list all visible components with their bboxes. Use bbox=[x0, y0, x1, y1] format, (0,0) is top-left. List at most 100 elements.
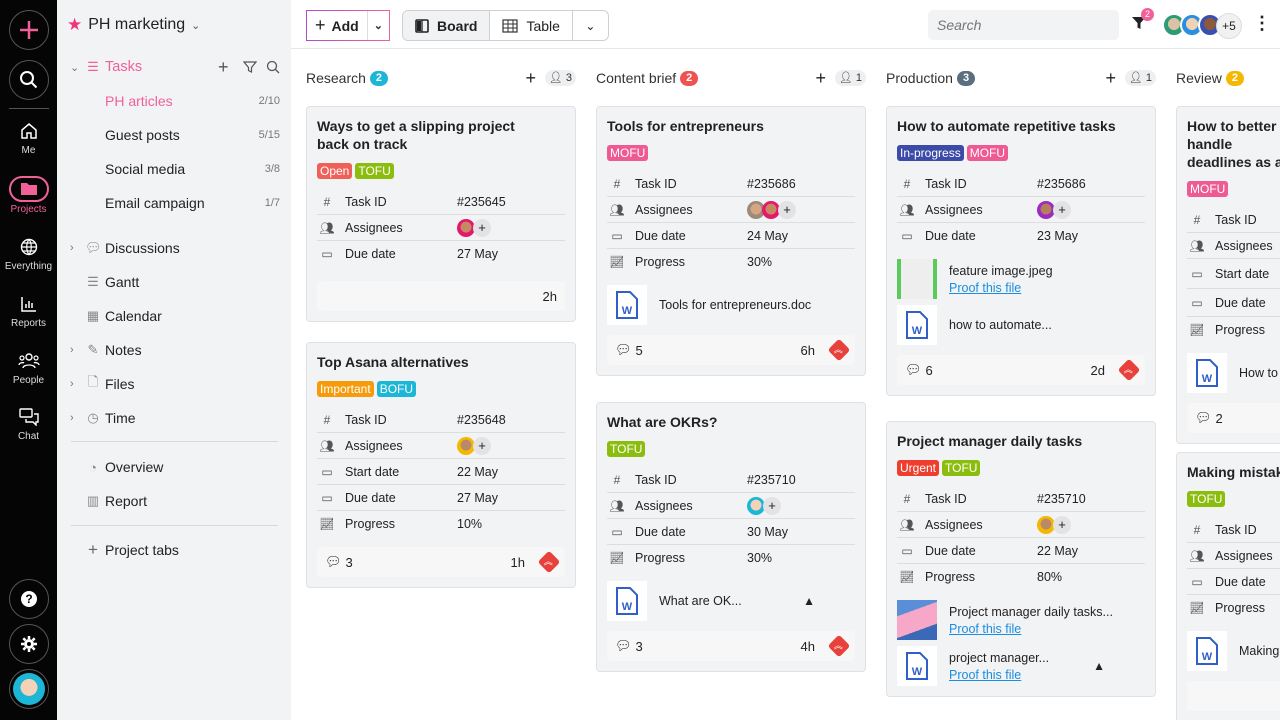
view-board-tab[interactable]: Board bbox=[403, 11, 491, 40]
proof-file-link[interactable]: Proof this file bbox=[949, 280, 1022, 295]
card-title[interactable]: Project manager daily tasks bbox=[897, 433, 1083, 449]
priority-high-icon[interactable]: ︽ bbox=[537, 550, 561, 574]
task-card[interactable]: Ways to get a slipping project back on t… bbox=[306, 106, 576, 322]
prop-due-date[interactable]: ▭ Due date bbox=[1187, 289, 1280, 317]
project-switcher[interactable]: ★ PH marketing ⌄ bbox=[67, 15, 200, 35]
help-button[interactable]: ? bbox=[9, 579, 49, 619]
column-members[interactable]: 👤︎ 1 bbox=[1124, 70, 1156, 86]
task-card[interactable]: Top Asana alternatives Important BOFU # T… bbox=[306, 342, 576, 588]
attachment[interactable]: W What are OK... ▲ bbox=[607, 581, 855, 621]
assignee-avatar[interactable] bbox=[747, 200, 765, 219]
prop-due-date[interactable]: ▭ Due date bbox=[1187, 569, 1280, 595]
tag[interactable]: MOFU bbox=[1187, 181, 1229, 197]
prop-due-date[interactable]: ▭ Due date 30 May bbox=[607, 519, 855, 545]
add-assignee-button[interactable]: + bbox=[473, 218, 491, 237]
card-title[interactable]: Top Asana alternatives bbox=[317, 354, 469, 370]
prop-start-date[interactable]: ▭ Start date 22 May bbox=[317, 459, 565, 485]
tag[interactable]: BOFU bbox=[376, 381, 417, 397]
sidebar-list-email-campaign[interactable]: Email campaign 1/7 bbox=[105, 195, 280, 211]
tag[interactable]: Important bbox=[317, 381, 374, 397]
add-assignee-button[interactable]: + bbox=[778, 200, 796, 219]
tag[interactable]: Open bbox=[317, 163, 353, 179]
priority-high-icon[interactable]: ︽ bbox=[827, 634, 851, 658]
card-title[interactable]: How to automate repetitive tasks bbox=[897, 118, 1116, 134]
tag[interactable]: TOFU bbox=[942, 460, 981, 476]
task-card[interactable]: Project manager daily tasks Urgent TOFU … bbox=[886, 421, 1156, 697]
search-icon[interactable] bbox=[266, 60, 280, 74]
sidebar-discussions[interactable]: › 💬︎ Discussions bbox=[70, 240, 180, 256]
assignee-avatar[interactable] bbox=[457, 436, 475, 455]
card-title[interactable]: Ways to get a slipping project back on t… bbox=[317, 118, 515, 152]
task-card[interactable]: What are OKRs? TOFU # Task ID #235710 👥︎ As… bbox=[596, 402, 866, 672]
member-avatars[interactable]: +5 bbox=[1162, 13, 1242, 39]
add-card-button[interactable]: + bbox=[815, 67, 826, 88]
card-title[interactable]: Making mistakes bbox=[1187, 464, 1280, 480]
prop-progress[interactable]: 📈︎ Progress bbox=[1187, 595, 1280, 621]
filter-icon[interactable] bbox=[243, 60, 257, 74]
prop-progress[interactable]: 📈︎ Progress 30% bbox=[607, 545, 855, 571]
chevron-right-icon[interactable]: › bbox=[70, 412, 74, 424]
prop-progress[interactable]: 📈︎ Progress 10% bbox=[317, 511, 565, 537]
attachment[interactable]: Project manager daily tasks... Proof this… bbox=[897, 600, 1145, 640]
comments-count[interactable]: 💬︎ 3 bbox=[615, 638, 643, 654]
global-search-button[interactable] bbox=[9, 60, 49, 100]
add-card-button[interactable]: + bbox=[525, 67, 536, 88]
sidebar-tasks[interactable]: ⌄ ☰ Tasks + bbox=[57, 54, 291, 80]
tag[interactable]: MOFU bbox=[966, 145, 1009, 161]
sidebar-list-guest-posts[interactable]: Guest posts 5/15 bbox=[105, 127, 280, 143]
card-title[interactable]: Tools for entrepreneurs bbox=[607, 118, 764, 134]
assignee-avatar[interactable] bbox=[1037, 200, 1055, 219]
sidebar-list-social-media[interactable]: Social media 3/8 bbox=[105, 161, 280, 177]
sidebar-overview[interactable]: ◔ Overview bbox=[57, 454, 291, 480]
sidebar-gantt[interactable]: ☰ Gantt bbox=[57, 269, 291, 295]
column-members[interactable]: 👤︎ 1 bbox=[834, 70, 866, 86]
column-members[interactable]: 👤︎ 3 bbox=[544, 70, 576, 86]
add-project-tab[interactable]: + Project tabs bbox=[57, 537, 291, 563]
sidebar-notes[interactable]: › ✎ Notes bbox=[70, 342, 142, 358]
chevron-right-icon[interactable]: › bbox=[70, 242, 74, 254]
tag[interactable]: TOFU bbox=[607, 441, 646, 457]
chevron-right-icon[interactable]: › bbox=[70, 344, 74, 356]
card-title[interactable]: How to better handle deadlines as a bbox=[1187, 118, 1280, 170]
prop-start-date[interactable]: ▭ Start date bbox=[1187, 259, 1280, 289]
prop-due-date[interactable]: ▭ Due date 27 May bbox=[317, 241, 565, 267]
more-views-dropdown[interactable]: ⌄ bbox=[573, 11, 608, 40]
comments-count[interactable]: 💬︎ 6 bbox=[905, 362, 933, 378]
task-card[interactable]: How to better handle deadlines as a MOFU… bbox=[1176, 106, 1280, 444]
add-assignee-button[interactable]: + bbox=[1053, 200, 1071, 219]
assignee-avatar[interactable] bbox=[457, 218, 475, 237]
chevron-down-icon[interactable]: ⌄ bbox=[70, 61, 80, 74]
assignee-avatar[interactable] bbox=[762, 200, 780, 219]
add-assignee-button[interactable]: + bbox=[763, 496, 781, 515]
prop-progress[interactable]: 📈︎ Progress bbox=[1187, 317, 1280, 343]
comments-count[interactable]: 💬︎ 2 bbox=[1195, 410, 1223, 426]
attachment[interactable]: W How to bbox=[1187, 353, 1280, 393]
sidebar-time[interactable]: › ◷ Time bbox=[70, 410, 136, 426]
sidebar-list-ph-articles[interactable]: PH articles 2/10 bbox=[105, 93, 280, 109]
rail-item-me[interactable]: Me bbox=[0, 122, 57, 156]
priority-high-icon[interactable]: ︽ bbox=[827, 338, 851, 362]
prop-due-date[interactable]: ▭ Due date 27 May bbox=[317, 485, 565, 511]
rail-item-everything[interactable]: Everything bbox=[0, 238, 57, 272]
card-title[interactable]: What are OKRs? bbox=[607, 414, 718, 430]
add-button[interactable]: + Add ⌄ bbox=[306, 10, 390, 41]
more-options-icon[interactable]: ⋮ bbox=[1253, 13, 1271, 33]
create-button[interactable] bbox=[9, 10, 49, 50]
sidebar-files[interactable]: › 🗋︎ Files bbox=[57, 371, 291, 397]
comments-count[interactable]: 💬︎ 5 bbox=[615, 342, 643, 358]
sidebar-calendar[interactable]: ▦ Calendar bbox=[86, 308, 162, 324]
chevron-right-icon[interactable]: › bbox=[70, 378, 74, 390]
add-assignee-button[interactable]: + bbox=[473, 436, 491, 455]
filter-button[interactable]: 2 bbox=[1132, 8, 1154, 34]
user-avatar[interactable] bbox=[9, 669, 49, 709]
tag[interactable]: TOFU bbox=[355, 163, 394, 179]
tag[interactable]: In-progress bbox=[897, 145, 964, 161]
attachment[interactable]: W Making bbox=[1187, 631, 1280, 671]
rail-item-reports[interactable]: Reports bbox=[0, 295, 57, 329]
assignee-avatar[interactable] bbox=[747, 496, 765, 515]
star-icon[interactable]: ★ bbox=[67, 15, 83, 34]
prop-due-date[interactable]: ▭ Due date 24 May bbox=[607, 223, 855, 249]
add-task-icon[interactable]: + bbox=[218, 56, 229, 77]
